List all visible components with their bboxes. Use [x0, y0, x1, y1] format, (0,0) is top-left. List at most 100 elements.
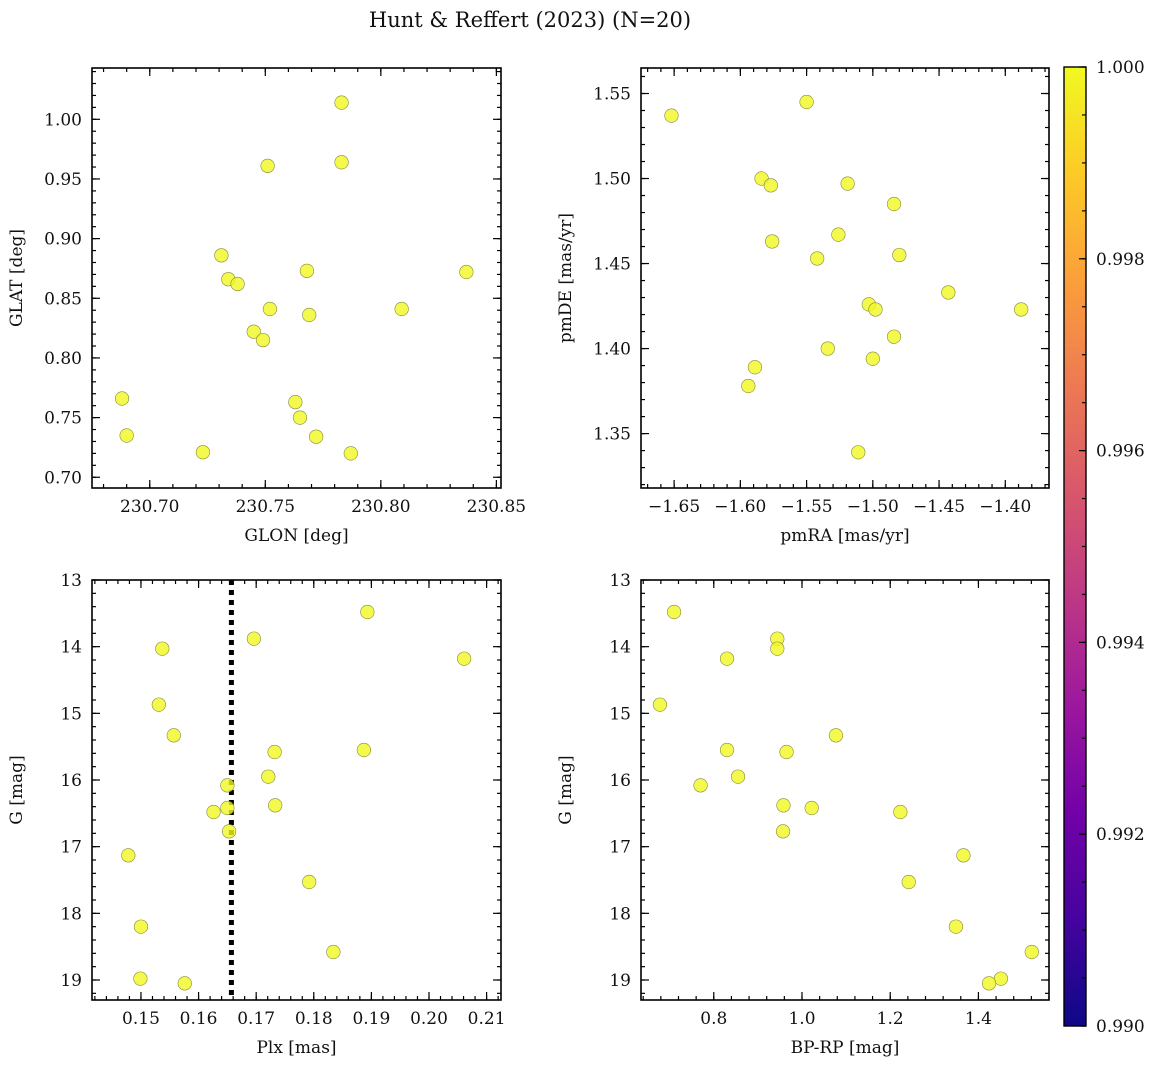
- data-point: [719, 742, 735, 758]
- colorbar-tick-label: 0.994: [1096, 633, 1145, 653]
- data-point: [394, 301, 409, 317]
- data-point: [119, 428, 134, 443]
- y-tick-label: 13: [609, 571, 631, 591]
- data-point: [267, 744, 282, 760]
- y-tick-label: 13: [60, 571, 82, 591]
- data-point: [299, 263, 314, 278]
- data-point: [810, 251, 825, 266]
- data-point: [360, 604, 375, 620]
- data-point: [334, 155, 349, 170]
- y-tick-label: 0.75: [44, 409, 82, 429]
- x-tick-label: 230.80: [351, 497, 410, 517]
- data-point: [302, 874, 317, 890]
- data-point: [457, 651, 472, 666]
- y-axis-label: G [mag]: [7, 755, 27, 824]
- x-tick-label: 1.2: [877, 1009, 904, 1029]
- y-tick-label: 16: [609, 771, 631, 791]
- x-tick-label: −1.55: [781, 497, 833, 517]
- data-point: [779, 744, 794, 760]
- x-tick-label: 0.20: [410, 1009, 448, 1029]
- y-tick-label: 1.50: [593, 170, 631, 190]
- data-point: [214, 248, 229, 263]
- data-point: [334, 95, 349, 110]
- y-tick-label: 0.90: [44, 230, 82, 250]
- colorbar-tick-label: 0.996: [1096, 442, 1145, 462]
- data-point: [893, 804, 908, 820]
- y-tick-label: 18: [609, 904, 631, 924]
- x-tick-label: −1.65: [648, 497, 700, 517]
- data-point: [765, 234, 780, 249]
- y-tick-label: 0.85: [44, 289, 82, 309]
- data-point: [901, 874, 916, 890]
- data-point: [151, 697, 166, 712]
- y-tick-label: 1.00: [44, 110, 82, 130]
- data-point: [166, 728, 181, 743]
- data-point: [948, 919, 964, 934]
- data-point: [828, 728, 844, 743]
- data-point: [246, 324, 261, 339]
- x-tick-label: 230.75: [236, 497, 295, 517]
- y-tick-label: 0.95: [44, 170, 82, 190]
- data-point: [886, 196, 902, 212]
- colorbar-tick-label: 0.998: [1096, 250, 1145, 270]
- figure-title: Hunt & Reffert (2023) (N=20): [369, 8, 691, 32]
- x-tick-label: 0.16: [180, 1009, 218, 1029]
- y-tick-label: 1.45: [593, 255, 631, 275]
- data-point: [230, 276, 245, 292]
- data-point: [799, 94, 814, 110]
- data-point: [776, 798, 791, 813]
- data-point: [981, 976, 997, 991]
- data-point: [1014, 302, 1029, 317]
- y-tick-label: 0.70: [44, 468, 82, 488]
- y-tick-label: 18: [60, 904, 82, 924]
- data-point: [719, 651, 735, 666]
- data-point: [114, 391, 130, 406]
- x-axis-label: Plx [mas]: [256, 1038, 336, 1058]
- data-point: [763, 178, 778, 193]
- data-point: [956, 848, 971, 863]
- data-point: [459, 264, 474, 280]
- x-tick-label: 0.21: [468, 1009, 506, 1029]
- data-point: [652, 697, 668, 712]
- y-tick-label: 15: [60, 704, 82, 724]
- colorbar-tick-label: 1.000: [1096, 58, 1145, 78]
- data-point: [195, 445, 211, 460]
- x-axis-label: GLON [deg]: [244, 526, 348, 546]
- data-point: [770, 641, 785, 656]
- data-point: [840, 176, 855, 191]
- y-tick-label: 19: [60, 971, 82, 991]
- data-point: [993, 971, 1009, 986]
- y-tick-label: 16: [60, 771, 82, 791]
- x-tick-label: −1.45: [913, 497, 965, 517]
- y-axis-label: GLAT [deg]: [7, 229, 27, 327]
- colorbar-ticks: 0.990 0.992 0.994 0.996 0.998 1.000: [1079, 58, 1145, 1037]
- data-point: [292, 410, 308, 425]
- y-axis-label: G [mag]: [556, 755, 576, 824]
- x-tick-label: 0.19: [352, 1009, 390, 1029]
- data-point: [302, 307, 317, 323]
- data-point: [865, 351, 880, 366]
- data-point: [941, 285, 956, 300]
- y-tick-label: 19: [609, 971, 631, 991]
- data-point: [886, 329, 902, 344]
- data-point: [262, 301, 278, 317]
- data-point: [155, 641, 170, 656]
- data-point: [220, 800, 235, 816]
- y-tick-label: 14: [60, 638, 82, 658]
- x-tick-label: 1.0: [788, 1009, 815, 1029]
- data-point: [730, 769, 746, 784]
- x-tick-label: −1.40: [979, 497, 1031, 517]
- x-tick-label: −1.50: [847, 497, 899, 517]
- data-point: [747, 360, 763, 375]
- x-tick-label: 0.15: [122, 1009, 160, 1029]
- y-tick-label: 15: [609, 704, 631, 724]
- data-point: [356, 742, 371, 758]
- data-point: [868, 302, 883, 317]
- x-axis-label: BP-RP [mag]: [791, 1038, 900, 1058]
- x-tick-label: 0.18: [295, 1009, 333, 1029]
- data-point: [288, 394, 303, 410]
- data-point: [851, 445, 866, 460]
- data-point: [693, 778, 708, 793]
- colorbar-tick-label: 0.992: [1096, 825, 1145, 845]
